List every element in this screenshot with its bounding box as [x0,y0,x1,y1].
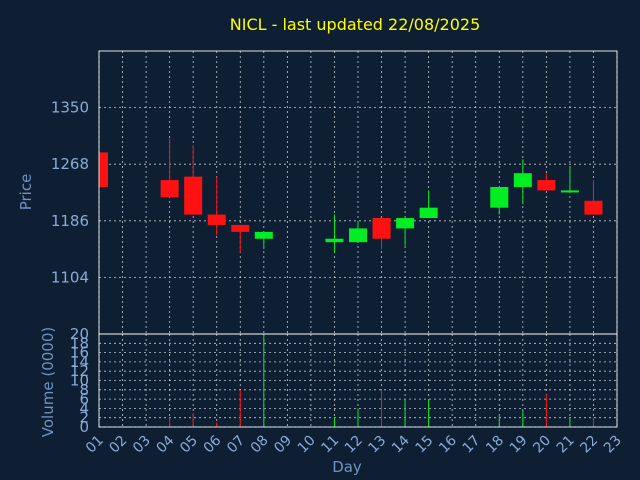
volume-panel-frame [98,333,618,428]
candle-body-21 [560,190,579,193]
day-tick-label: 06 [201,432,225,456]
candle-body-13 [372,218,391,239]
day-tick-labels: 01 02 03 04 05 06 07 08 09 10 11 12 13 14 15 16 17 18 19 20… [83,432,625,456]
day-tick-label: 14 [389,432,413,456]
day-tick-label: 11 [318,433,342,457]
day-tick-label: 04 [154,432,178,456]
x-axis-label: Day [332,458,362,476]
day-tick-label: 22 [577,433,601,457]
volume-tick-label: 14 [70,353,89,371]
candle-body-22 [584,200,603,215]
volume-tick-label: 18 [70,334,89,352]
day-tick-label: 09 [271,433,295,457]
volume-tick-label: 8 [79,381,89,399]
candle-body-11 [325,238,344,243]
day-tick-label: 15 [413,433,437,457]
volume-tick-label: 20 [70,325,89,343]
volume-series [169,334,594,427]
chart-title: NICL - last updated 22/08/2025 [230,15,481,34]
day-tick-label: 21 [554,433,578,457]
y-axis-label: Price [17,174,35,211]
day-tick-label: 08 [248,433,272,457]
volume-tick-label: 12 [70,362,89,380]
candle-body-19 [513,173,532,187]
day-tick-label: 01 [83,433,107,457]
price-tick-labels: 1104 1186 1268 1350 [51,99,89,287]
price-tick-label: 1350 [51,99,89,117]
day-tick-label: 07 [224,433,248,457]
day-tick-label: 16 [436,432,460,456]
price-tick-label: 1104 [51,268,89,286]
candle-body-20 [537,180,556,191]
price-tick-label: 1186 [51,212,89,230]
volume-tick-label: 16 [70,344,89,362]
day-tick-label: 12 [342,433,366,457]
price-tick-label: 1268 [51,155,89,173]
volume-tick-label: 2 [79,409,89,427]
day-tick-label: 20 [530,433,554,457]
volume-tick-label: 10 [70,372,89,390]
candle-body-04 [160,180,179,198]
candle-body-18 [490,186,509,208]
day-tick-label: 13 [365,433,389,457]
candle-body-08 [254,231,273,239]
candle-body-12 [349,228,367,243]
day-tick-label: 05 [177,433,201,457]
volume-axis-label: Volume (0000) [39,327,57,437]
volume-tick-label: 4 [79,399,89,417]
candle-body-14 [396,218,415,229]
price-grid [98,51,618,334]
day-tick-label: 10 [295,433,319,457]
day-tick-label: 18 [483,433,507,457]
candle-body-05 [184,176,203,215]
candle-body-15 [419,207,438,219]
candlestick-series [98,138,603,253]
day-tick-label: 19 [507,433,531,457]
volume-tick-label: 0 [79,418,89,436]
day-tick-label: 23 [601,433,625,457]
day-tick-label: 03 [130,433,154,457]
volume-tick-label: 6 [79,390,89,408]
candle-body-07 [231,224,250,232]
candle-body-01 [99,152,108,187]
day-tick-label: 02 [106,433,130,457]
candle-body-06 [207,214,226,225]
day-tick-label: 17 [460,433,484,457]
